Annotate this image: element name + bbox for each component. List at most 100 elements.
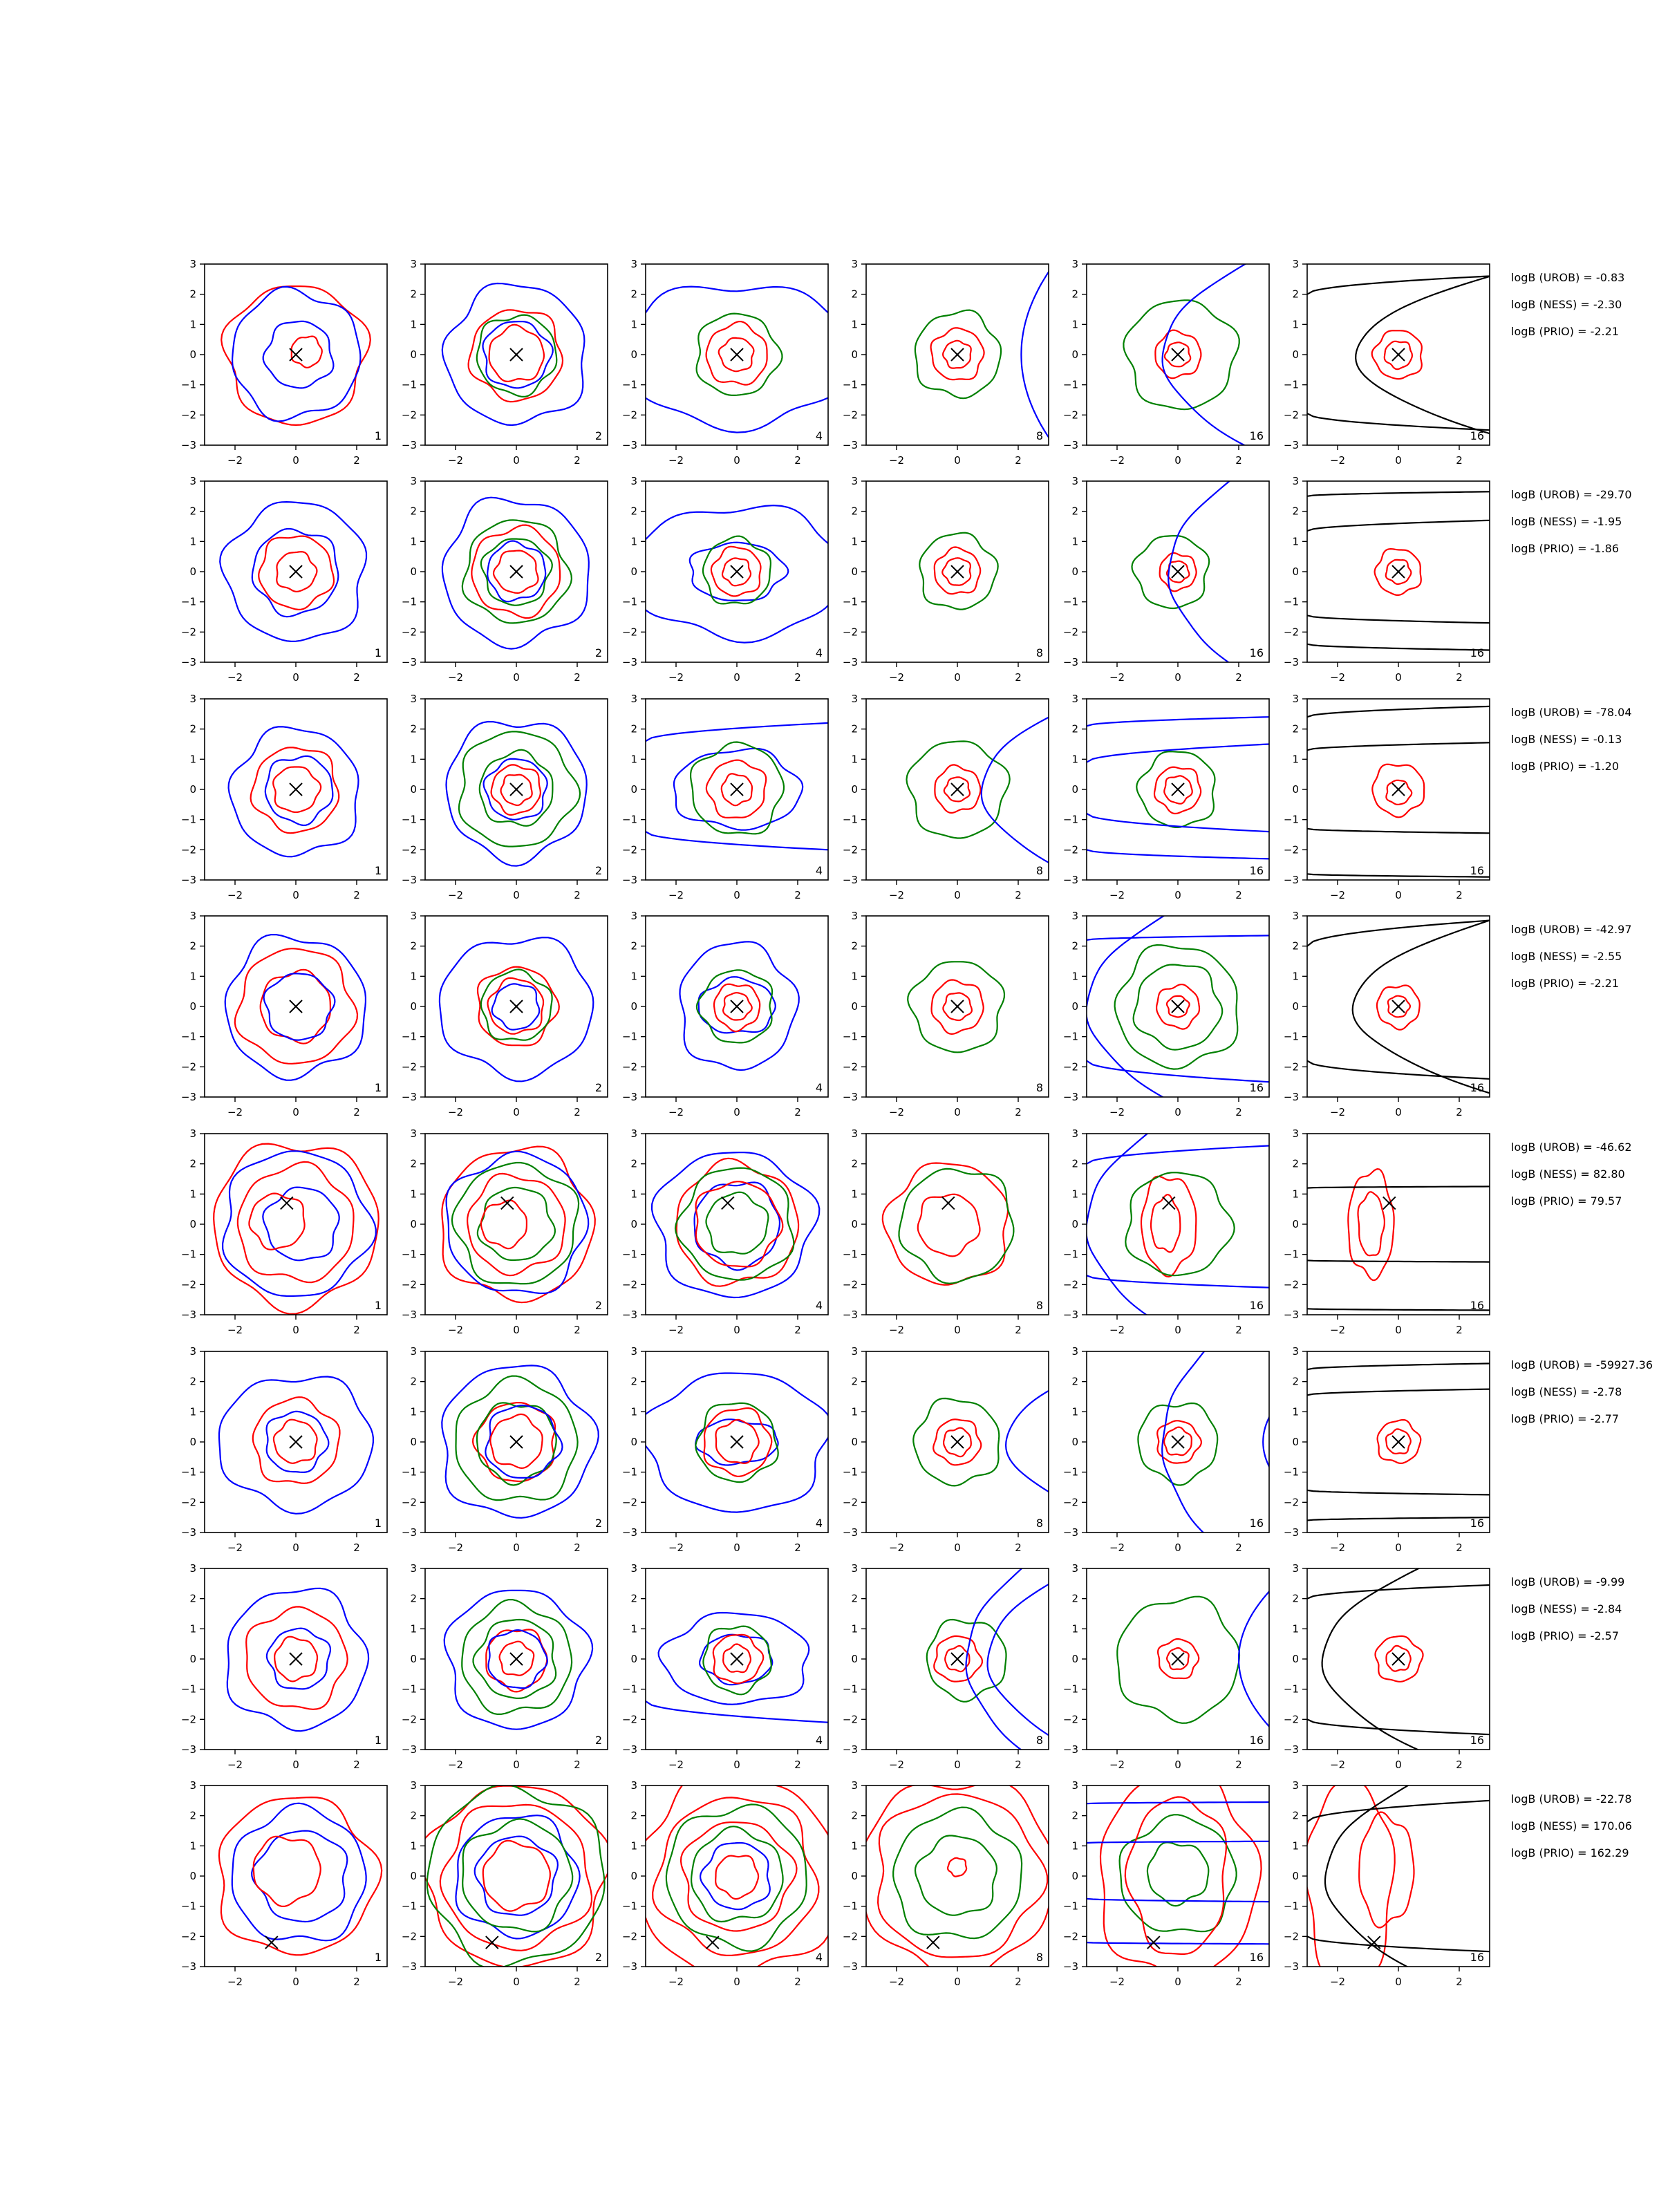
- red-contour: [941, 339, 972, 369]
- contours: [226, 1587, 370, 1732]
- red-contour: [482, 1839, 552, 1912]
- panel-r3-c2: −2 0 2 3 2 1 0 −1 −2 −3 2: [402, 693, 608, 901]
- x-tick-label: −2: [1330, 1759, 1345, 1771]
- y-tick-label: −3: [402, 874, 417, 886]
- panel-label: 1: [375, 429, 382, 442]
- panel-label: 8: [1036, 1299, 1043, 1312]
- panel-label: 2: [595, 1734, 602, 1747]
- x-tick-label: 0: [733, 1976, 740, 1988]
- x-tick-label: 2: [1235, 1106, 1242, 1118]
- red-contour: [942, 992, 973, 1022]
- panel-label: 16: [1250, 429, 1264, 442]
- y-tick-label: 1: [410, 753, 417, 765]
- y-tick-label: −3: [1063, 1091, 1078, 1103]
- blue-contour: [646, 1372, 828, 1513]
- contours: [218, 1376, 374, 1515]
- x-tick-label: 2: [1235, 671, 1242, 684]
- x-tick-label: −2: [1330, 1106, 1345, 1118]
- panel-label: 16: [1250, 1951, 1264, 1964]
- y-tick-label: 3: [630, 693, 637, 705]
- panel-label: 4: [816, 1299, 823, 1312]
- x-tick-label: 0: [292, 1541, 299, 1554]
- green-contour: [426, 1785, 606, 1967]
- y-tick-label: 2: [630, 288, 637, 301]
- y-tick-label: −2: [1284, 1060, 1299, 1073]
- green-contour: [665, 1803, 807, 1952]
- panel-r2-c3: −2 0 2 3 2 1 0 −1 −2 −3 4: [622, 475, 829, 684]
- logb-annotation: logB (UROB) = -0.83: [1511, 271, 1624, 284]
- y-tick-label: −3: [1063, 1960, 1078, 1973]
- y-tick-label: −3: [402, 1091, 417, 1103]
- y-tick-label: 1: [1071, 1622, 1078, 1635]
- blue-contour: [226, 1587, 370, 1732]
- blue-curve: [980, 716, 1049, 864]
- x-tick-label: 2: [1015, 1976, 1022, 1988]
- panel-label: 16: [1470, 864, 1484, 877]
- panel-r1-c5: −2 0 2 3 2 1 0 −1 −2 −3 16: [1063, 258, 1270, 467]
- x-tick-label: −2: [1109, 889, 1125, 901]
- x-tick-label: −2: [448, 889, 463, 901]
- x-tick-label: 2: [794, 889, 801, 901]
- red-contour: [713, 983, 761, 1033]
- blue-curve: [1087, 743, 1269, 763]
- center-marker: [1391, 565, 1405, 579]
- x-tick-label: 2: [794, 671, 801, 684]
- x-tick-label: −2: [448, 1976, 463, 1988]
- black-curve: [1307, 919, 1490, 947]
- x-tick-label: −2: [227, 1106, 243, 1118]
- x-tick-label: 0: [1174, 1759, 1181, 1771]
- y-tick-label: 0: [851, 565, 858, 578]
- y-tick-label: 3: [630, 1562, 637, 1575]
- y-tick-label: 3: [1071, 1562, 1078, 1575]
- y-tick-label: 0: [410, 783, 417, 796]
- green-contour: [914, 1835, 998, 1916]
- center-marker: [289, 782, 303, 796]
- blue-curve: [646, 831, 828, 851]
- y-tick-label: −3: [181, 1743, 196, 1756]
- x-tick-label: 2: [1235, 454, 1242, 467]
- panel-r4-c3: −2 0 2 3 2 1 0 −1 −2 −3 4: [622, 910, 829, 1118]
- y-tick-label: 0: [1292, 565, 1299, 578]
- y-tick-label: 3: [410, 693, 417, 705]
- y-tick-label: −2: [622, 1060, 637, 1073]
- y-tick-label: 0: [1071, 1218, 1078, 1230]
- y-tick-label: 0: [1292, 1000, 1299, 1013]
- black-curve: [1355, 275, 1490, 435]
- logb-annotation: logB (UROB) = -29.70: [1511, 488, 1632, 501]
- y-tick-label: 3: [189, 475, 196, 487]
- contours: [441, 1145, 596, 1304]
- y-tick-label: 2: [410, 1810, 417, 1822]
- panel-r3-c4: −2 0 2 3 2 1 0 −1 −2 −3 8: [843, 693, 1049, 901]
- y-tick-label: 1: [1071, 1405, 1078, 1418]
- y-tick-label: 0: [851, 1000, 858, 1013]
- y-tick-label: 1: [1071, 318, 1078, 330]
- black-curve: [1307, 1489, 1490, 1496]
- green-contour: [480, 968, 553, 1041]
- red-contour: [715, 1418, 760, 1465]
- red-contour: [933, 546, 982, 595]
- y-tick-label: −1: [181, 1248, 196, 1261]
- y-tick-label: −3: [1063, 874, 1078, 886]
- y-tick-label: 0: [630, 1653, 637, 1665]
- blue-contour: [224, 933, 366, 1081]
- y-tick-label: −1: [1284, 596, 1299, 608]
- red-contour: [1140, 1175, 1197, 1278]
- x-tick-label: 2: [574, 1324, 581, 1336]
- center-marker: [1391, 782, 1405, 796]
- y-tick-label: 3: [851, 1345, 858, 1358]
- black-curve: [1307, 1362, 1490, 1371]
- y-tick-label: −3: [1063, 1309, 1078, 1321]
- green-contour: [462, 1818, 574, 1933]
- x-tick-label: 2: [794, 1541, 801, 1554]
- y-tick-label: 3: [1292, 1562, 1299, 1575]
- x-tick-label: −2: [227, 1541, 243, 1554]
- x-tick-label: 2: [1456, 1976, 1463, 1988]
- y-tick-label: −2: [1063, 409, 1078, 421]
- y-tick-label: 3: [1071, 910, 1078, 922]
- x-tick-label: 0: [1174, 1106, 1181, 1118]
- x-tick-label: 0: [1174, 1976, 1181, 1988]
- x-tick-label: −2: [889, 1541, 904, 1554]
- y-tick-label: −1: [402, 1248, 417, 1261]
- x-tick-label: 0: [733, 671, 740, 684]
- red-contour: [715, 1855, 760, 1900]
